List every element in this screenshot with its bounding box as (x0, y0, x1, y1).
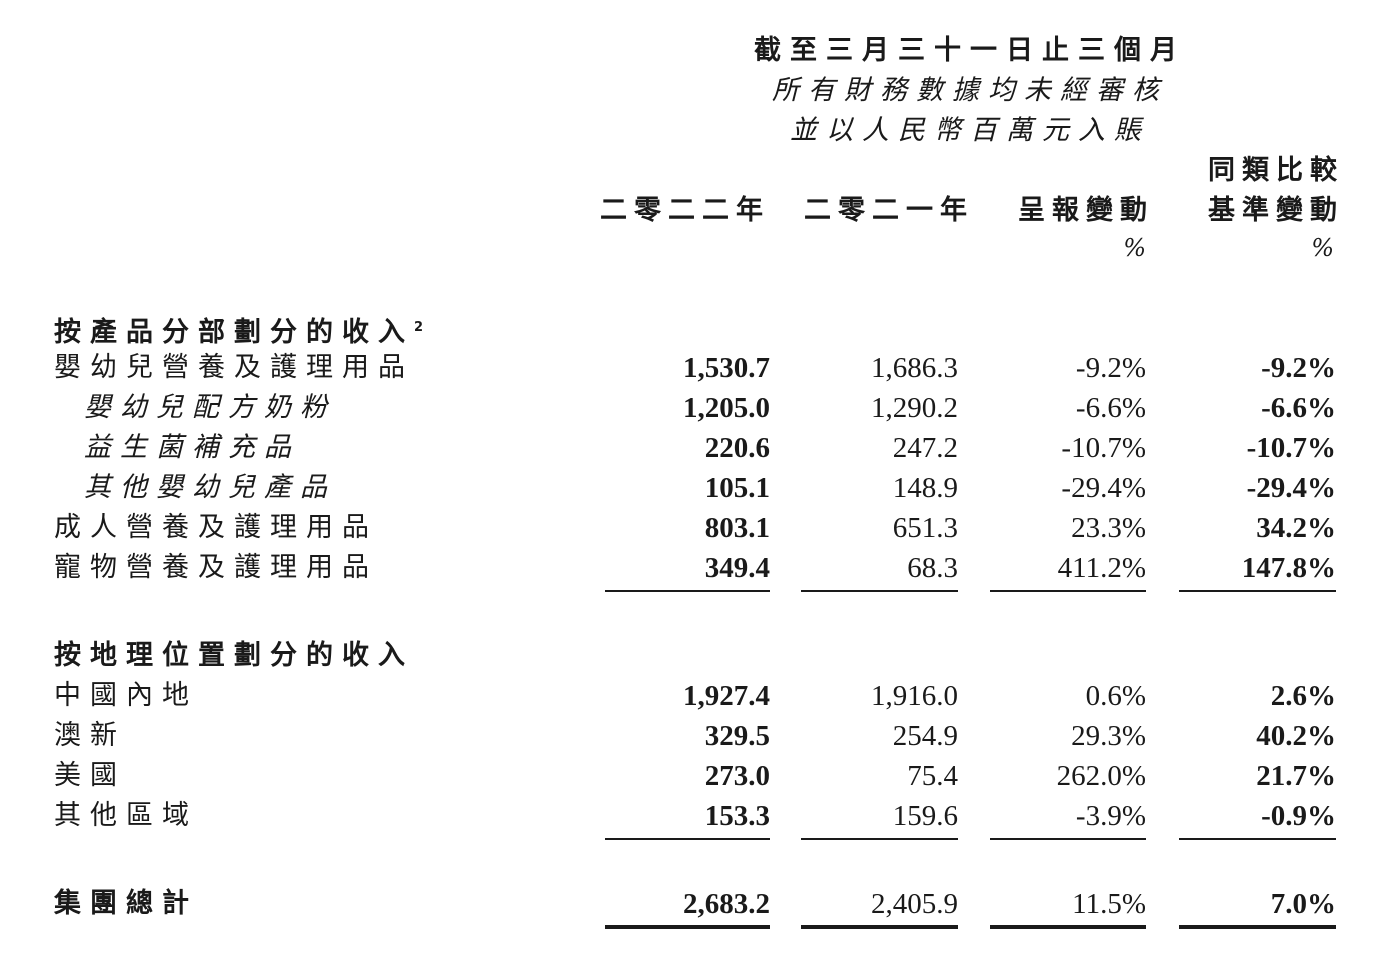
value-2022: 273.0 (704, 760, 770, 792)
value-2021: 651.3 (892, 512, 958, 544)
total-double-underline (1179, 925, 1336, 929)
value-2021: 1,290.2 (871, 392, 958, 424)
col-header-like-for-like-line1: 同類比較 (1208, 155, 1344, 186)
value-2021: 1,916.0 (871, 680, 958, 712)
section-title-text: 按地理位置劃分的收入 (54, 640, 414, 671)
col-header-reported-change: 呈報變動 (1018, 195, 1154, 226)
col-header-2021: 二零二一年 (804, 195, 974, 226)
reported-change: 0.6% (1085, 680, 1146, 712)
col-header-like-for-like-line2: 基準變動 (1208, 195, 1344, 226)
table-row: 其他嬰幼兒產品 105.1 148.9 -29.4% -29.4% (0, 468, 1384, 508)
like-for-like-change: -9.2% (1261, 352, 1336, 384)
currency-note: 並以人民幣百萬元入賬 (790, 115, 1150, 146)
subtotal-underline (1179, 590, 1336, 592)
reported-change: -9.2% (1075, 352, 1146, 384)
row-label: 成人營養及護理用品 (54, 512, 378, 543)
value-2022: 1,927.4 (683, 680, 770, 712)
value-2022: 220.6 (704, 432, 770, 464)
reported-change: -10.7% (1061, 432, 1146, 464)
row-label: 嬰幼兒營養及護理用品 (54, 352, 414, 383)
unaudited-note: 所有財務數據均未經審核 (772, 75, 1168, 106)
like-for-like-change: 147.8% (1241, 552, 1336, 584)
row-label: 寵物營養及護理用品 (54, 552, 378, 583)
row-label: 益生菌補充品 (84, 432, 300, 463)
table-row: 澳新 329.5 254.9 29.3% 40.2% (0, 716, 1384, 756)
reported-change: -3.9% (1075, 800, 1146, 832)
value-2022: 329.5 (704, 720, 770, 752)
like-for-like-change: 34.2% (1256, 512, 1336, 544)
table-row: 其他區域 153.3 159.6 -3.9% -0.9% (0, 796, 1384, 836)
value-2022: 1,530.7 (683, 352, 770, 384)
value-2022: 105.1 (704, 472, 770, 504)
total-2021: 2,405.9 (871, 888, 958, 920)
value-2021: 254.9 (892, 720, 958, 752)
like-for-like-change: -29.4% (1246, 472, 1336, 504)
reported-change: -6.6% (1075, 392, 1146, 424)
table-row: 寵物營養及護理用品 349.4 68.3 411.2% 147.8% (0, 548, 1384, 588)
pct-unit-reported: % (1123, 234, 1146, 262)
table-row: 益生菌補充品 220.6 247.2 -10.7% -10.7% (0, 428, 1384, 468)
reported-change: -29.4% (1061, 472, 1146, 504)
subtotal-underline (990, 838, 1146, 840)
value-2021: 247.2 (892, 432, 958, 464)
like-for-like-change: -10.7% (1246, 432, 1336, 464)
total-2022: 2,683.2 (683, 888, 770, 920)
value-2021: 68.3 (907, 552, 958, 584)
value-2022: 1,205.0 (683, 392, 770, 424)
subtotal-underline (1179, 838, 1336, 840)
like-for-like-change: 2.6% (1270, 680, 1336, 712)
like-for-like-change: -6.6% (1261, 392, 1336, 424)
section-header: 按產品分部劃分的收入2 (0, 308, 1384, 348)
pct-unit-like-for-like: % (1311, 234, 1334, 262)
value-2021: 1,686.3 (871, 352, 958, 384)
reported-change: 262.0% (1056, 760, 1146, 792)
row-label: 其他區域 (54, 800, 198, 831)
table-period-title: 截至三月三十一日止三個月 (754, 35, 1186, 66)
row-label: 澳新 (54, 720, 126, 751)
section-title-text: 按產品分部劃分的收入 (54, 317, 414, 348)
value-2021: 148.9 (892, 472, 958, 504)
total-double-underline (801, 925, 958, 929)
subtotal-underline (801, 590, 958, 592)
section-header: 按地理位置劃分的收入 (0, 636, 1384, 676)
reported-change: 29.3% (1071, 720, 1146, 752)
total-double-underline (990, 925, 1146, 929)
reported-change: 411.2% (1057, 552, 1146, 584)
row-label: 其他嬰幼兒產品 (84, 472, 336, 503)
value-2022: 803.1 (704, 512, 770, 544)
total-label: 集團總計 (54, 888, 198, 919)
table-row: 成人營養及護理用品 803.1 651.3 23.3% 34.2% (0, 508, 1384, 548)
value-2022: 153.3 (704, 800, 770, 832)
subtotal-underline (605, 590, 770, 592)
value-2021: 75.4 (907, 760, 958, 792)
subtotal-underline (801, 838, 958, 840)
total-like-for-like-change: 7.0% (1270, 888, 1336, 920)
footnote-marker: 2 (414, 320, 424, 335)
like-for-like-change: 40.2% (1256, 720, 1336, 752)
table-row: 嬰幼兒營養及護理用品 1,530.7 1,686.3 -9.2% -9.2% (0, 348, 1384, 388)
section-title: 按產品分部劃分的收入2 (54, 308, 423, 353)
row-label: 美國 (54, 760, 126, 791)
col-header-2022: 二零二二年 (600, 195, 770, 226)
table-row: 美國 273.0 75.4 262.0% 21.7% (0, 756, 1384, 796)
reported-change: 23.3% (1071, 512, 1146, 544)
like-for-like-change: -0.9% (1261, 800, 1336, 832)
total-double-underline (605, 925, 770, 929)
subtotal-underline (990, 590, 1146, 592)
row-label: 中國內地 (54, 680, 198, 711)
subtotal-underline (605, 838, 770, 840)
table-row: 中國內地 1,927.4 1,916.0 0.6% 2.6% (0, 676, 1384, 716)
total-row: 集團總計 2,683.2 2,405.9 11.5% 7.0% (0, 884, 1384, 924)
section-title: 按地理位置劃分的收入 (54, 636, 414, 676)
like-for-like-change: 21.7% (1256, 760, 1336, 792)
value-2021: 159.6 (892, 800, 958, 832)
table-row: 嬰幼兒配方奶粉 1,205.0 1,290.2 -6.6% -6.6% (0, 388, 1384, 428)
value-2022: 349.4 (704, 552, 770, 584)
total-reported-change: 11.5% (1072, 888, 1146, 920)
row-label: 嬰幼兒配方奶粉 (84, 392, 336, 423)
